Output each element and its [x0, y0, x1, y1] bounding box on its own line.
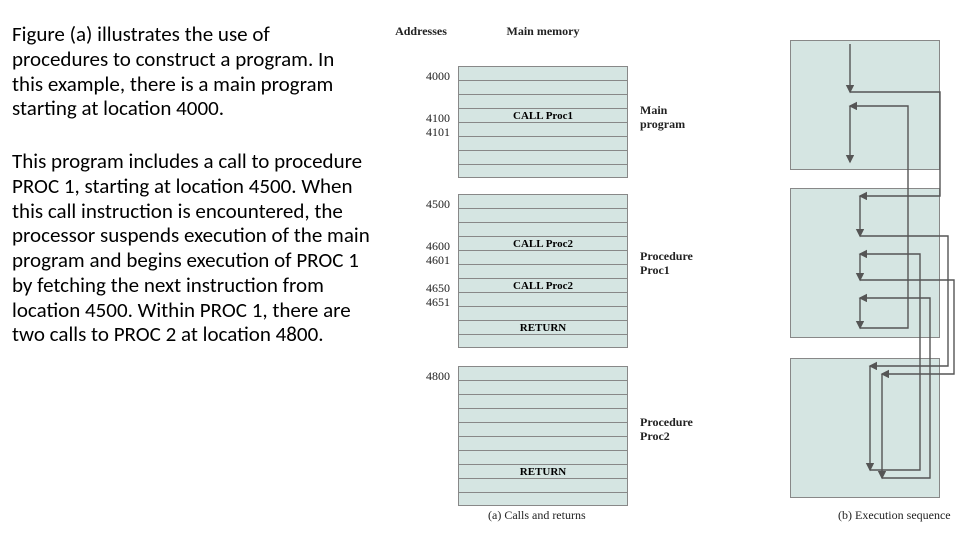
- addr-4601: 4601: [426, 254, 450, 266]
- paragraph-2: This program includes a call to procedur…: [12, 149, 370, 347]
- addresses-column: Addresses 4000 4100 4101 4500 4600 4601 …: [392, 24, 450, 53]
- addr-4000: 4000: [426, 70, 450, 82]
- explanation-text: Figure (a) illustrates the use of proced…: [12, 22, 370, 375]
- label-proc2: ProcedureProc2: [640, 416, 693, 444]
- paragraph-1: Figure (a) illustrates the use of proced…: [12, 22, 370, 121]
- memory-block-proc2: RETURN: [458, 366, 628, 506]
- instr-call-proc1: CALL Proc1: [459, 109, 627, 123]
- addr-4600: 4600: [426, 240, 450, 252]
- instr-call-proc2-a: CALL Proc2: [459, 237, 627, 251]
- label-main: Mainprogram: [640, 104, 685, 132]
- instr-return-1: RETURN: [459, 321, 627, 335]
- caption-b: (b) Execution sequence: [838, 508, 951, 523]
- addr-4500: 4500: [426, 198, 450, 210]
- caption-a: (a) Calls and returns: [488, 508, 586, 523]
- instr-return-2: RETURN: [459, 465, 627, 479]
- memory-block-proc1: CALL Proc2 CALL Proc2 RETURN: [458, 194, 628, 348]
- addr-4650: 4650: [426, 282, 450, 294]
- addr-4100: 4100: [426, 112, 450, 124]
- addresses-header: Addresses: [392, 24, 450, 39]
- addr-4101: 4101: [426, 126, 450, 138]
- addr-4800: 4800: [426, 370, 450, 382]
- flow-arrows: [790, 40, 960, 510]
- addr-4651: 4651: [426, 296, 450, 308]
- memory-block-main: CALL Proc1: [458, 66, 628, 178]
- memory-column: Main memory CALL Proc1 CALL Proc2 CALL P…: [458, 24, 628, 47]
- instr-call-proc2-b: CALL Proc2: [459, 279, 627, 293]
- label-proc1: ProcedureProc1: [640, 250, 693, 278]
- memory-header: Main memory: [458, 24, 628, 39]
